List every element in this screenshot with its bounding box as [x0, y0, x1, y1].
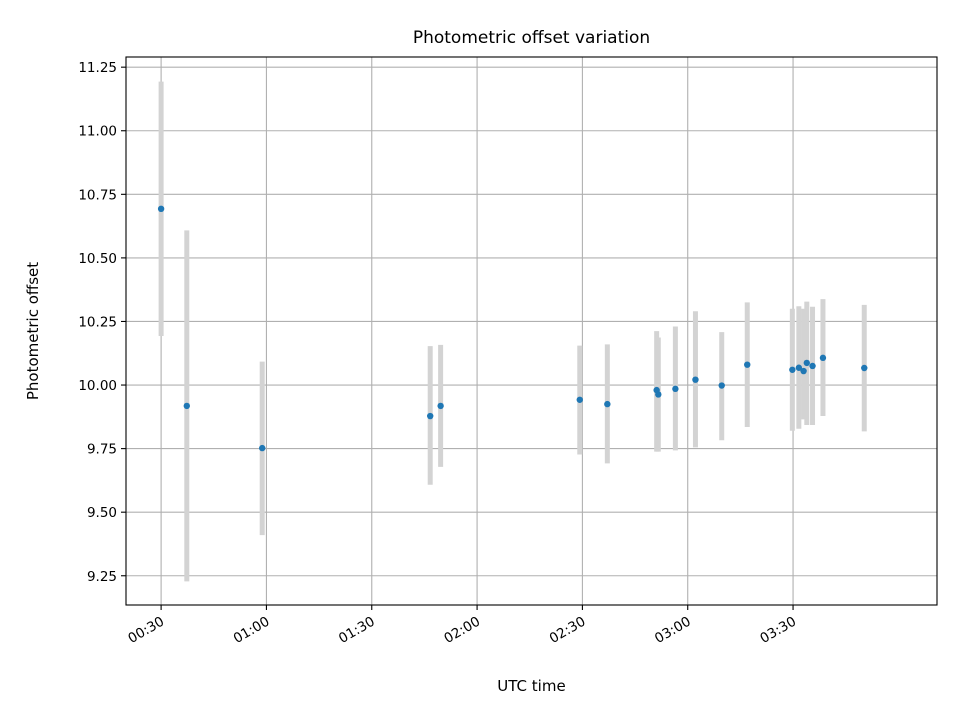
data-point [259, 444, 266, 452]
y-tick-label: 9.25 [87, 569, 117, 585]
y-tick-label: 10.00 [78, 378, 117, 394]
y-axis: 9.25 9.50 9.75 10.00 10.25 10.50 10.75 11.00 11.… [78, 60, 126, 585]
y-tick-label: 11.00 [78, 124, 117, 140]
data-point [809, 362, 816, 370]
data-point [795, 364, 803, 371]
data-point [655, 391, 662, 398]
data-point [800, 367, 807, 375]
data-point [861, 364, 868, 372]
y-tick-label: 9.75 [87, 442, 117, 458]
data-point [157, 205, 165, 213]
data-point [819, 354, 827, 362]
plot-frame [125, 56, 938, 606]
data-point [692, 376, 699, 383]
data-point [672, 385, 679, 393]
data-point [576, 396, 583, 403]
y-tick-label: 10.25 [78, 314, 117, 330]
data-points [157, 205, 868, 452]
data-point [183, 402, 190, 410]
y-tick-label: 10.50 [78, 251, 117, 267]
data-point [437, 402, 444, 410]
x-axis-label: UTC time [497, 677, 565, 695]
y-tick-label: 10.75 [78, 187, 117, 203]
data-point [427, 412, 434, 420]
data-point [718, 382, 725, 389]
chart-title: Photometric offset variation [413, 28, 650, 48]
data-point [803, 359, 811, 367]
data-point [744, 361, 751, 368]
y-tick-label: 11.25 [78, 60, 117, 76]
data-point [789, 366, 796, 373]
grid [126, 57, 937, 605]
data-point [604, 400, 611, 408]
y-tick-label: 9.50 [87, 505, 117, 521]
y-axis-label: Photometric offset [24, 262, 42, 400]
